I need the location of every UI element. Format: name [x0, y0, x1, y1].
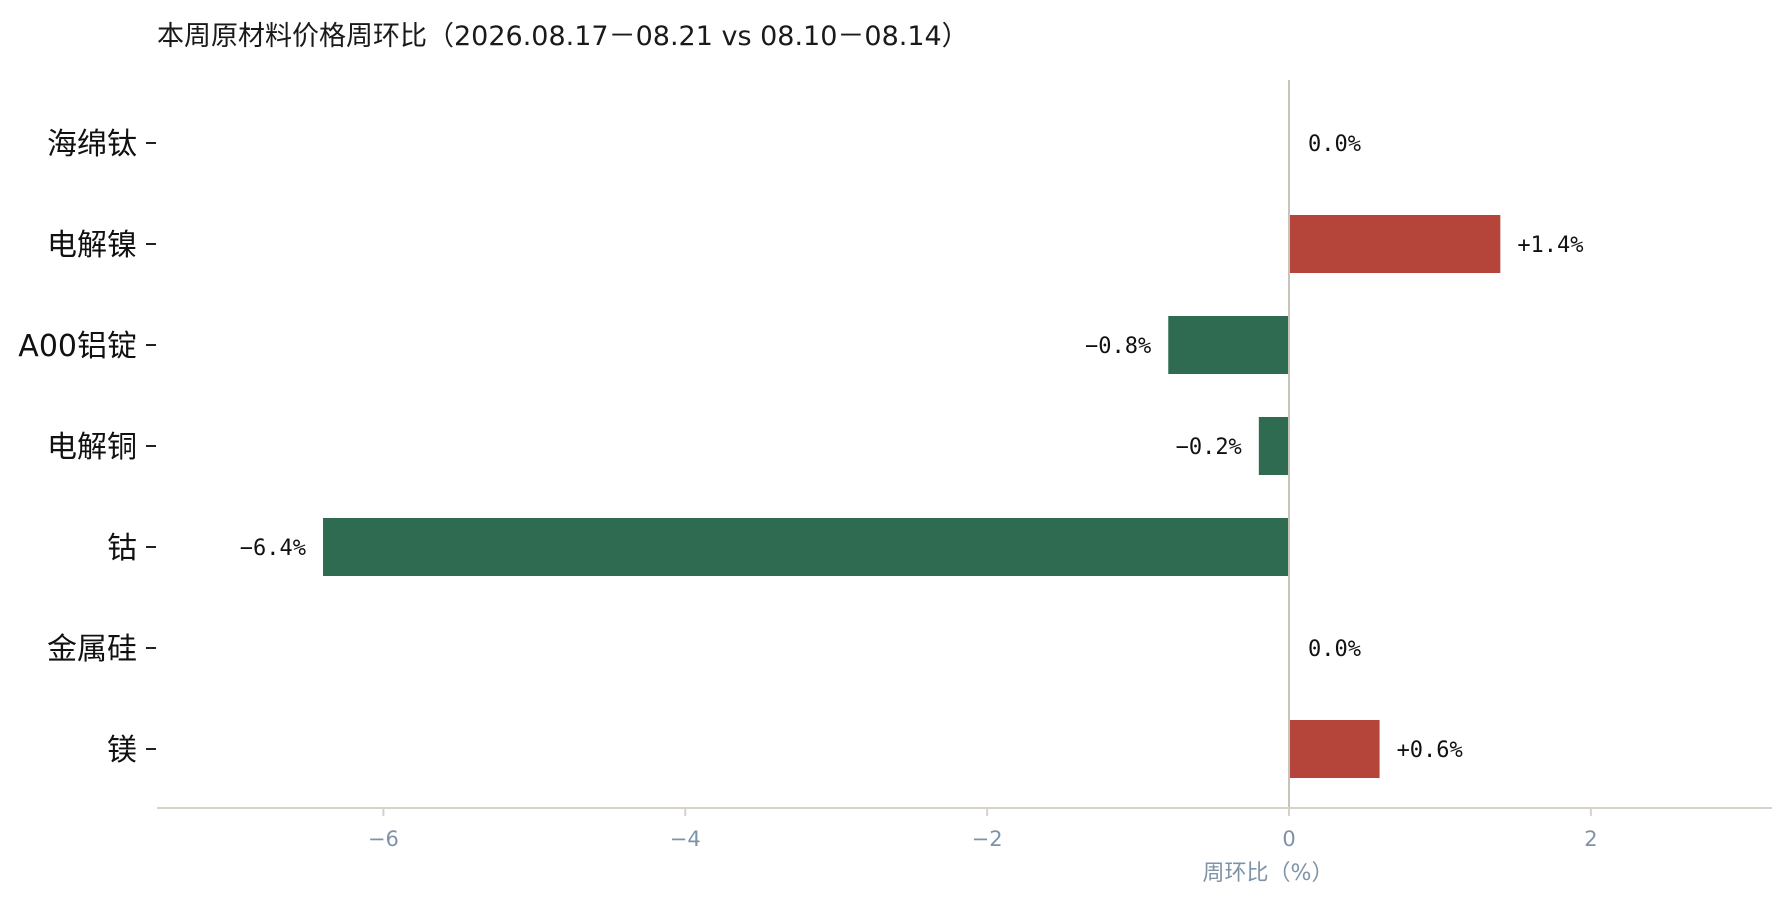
category-label-1: 电解镍: [47, 228, 137, 263]
data-labels: 0.0% +1.4% −0.8% −0.2% −6.4% 0.0% +0.6%: [240, 132, 1584, 763]
category-label-2: A00铝锭: [18, 329, 137, 364]
bar-4: [323, 518, 1290, 576]
category-label-6: 镁: [107, 733, 137, 768]
data-label-3: −0.2%: [1176, 435, 1242, 460]
bar-1: [1289, 215, 1501, 273]
x-axis-label: 周环比（%）: [1203, 861, 1334, 886]
bars-group: [323, 215, 1501, 778]
category-label-5: 金属硅: [47, 632, 137, 667]
bar-6: [1289, 720, 1380, 778]
data-label-4: −6.4%: [240, 536, 306, 561]
data-label-5: 0.0%: [1308, 637, 1361, 662]
bar-2: [1168, 316, 1290, 374]
data-label-2: −0.8%: [1085, 334, 1151, 359]
x-tick-label-4: 2: [1584, 827, 1597, 851]
x-tick-label-1: −4: [670, 827, 701, 851]
x-tick-label-2: −2: [972, 827, 1003, 851]
category-label-4: 钴: [107, 531, 137, 566]
data-label-0: 0.0%: [1308, 132, 1361, 157]
data-label-6: +0.6%: [1397, 738, 1463, 763]
chart-title: 本周原材料价格周环比（2026.08.17－08.21 vs 08.10－08.…: [157, 21, 969, 52]
category-label-3: 电解铜: [47, 430, 137, 465]
x-axis: −6 −4 −2 0 2: [157, 80, 1772, 851]
category-label-0: 海绵钛: [47, 127, 137, 162]
data-label-1: +1.4%: [1517, 233, 1583, 258]
bar-3: [1258, 417, 1290, 475]
x-tick-label-3: 0: [1282, 827, 1295, 851]
x-tick-label-0: −6: [368, 827, 399, 851]
